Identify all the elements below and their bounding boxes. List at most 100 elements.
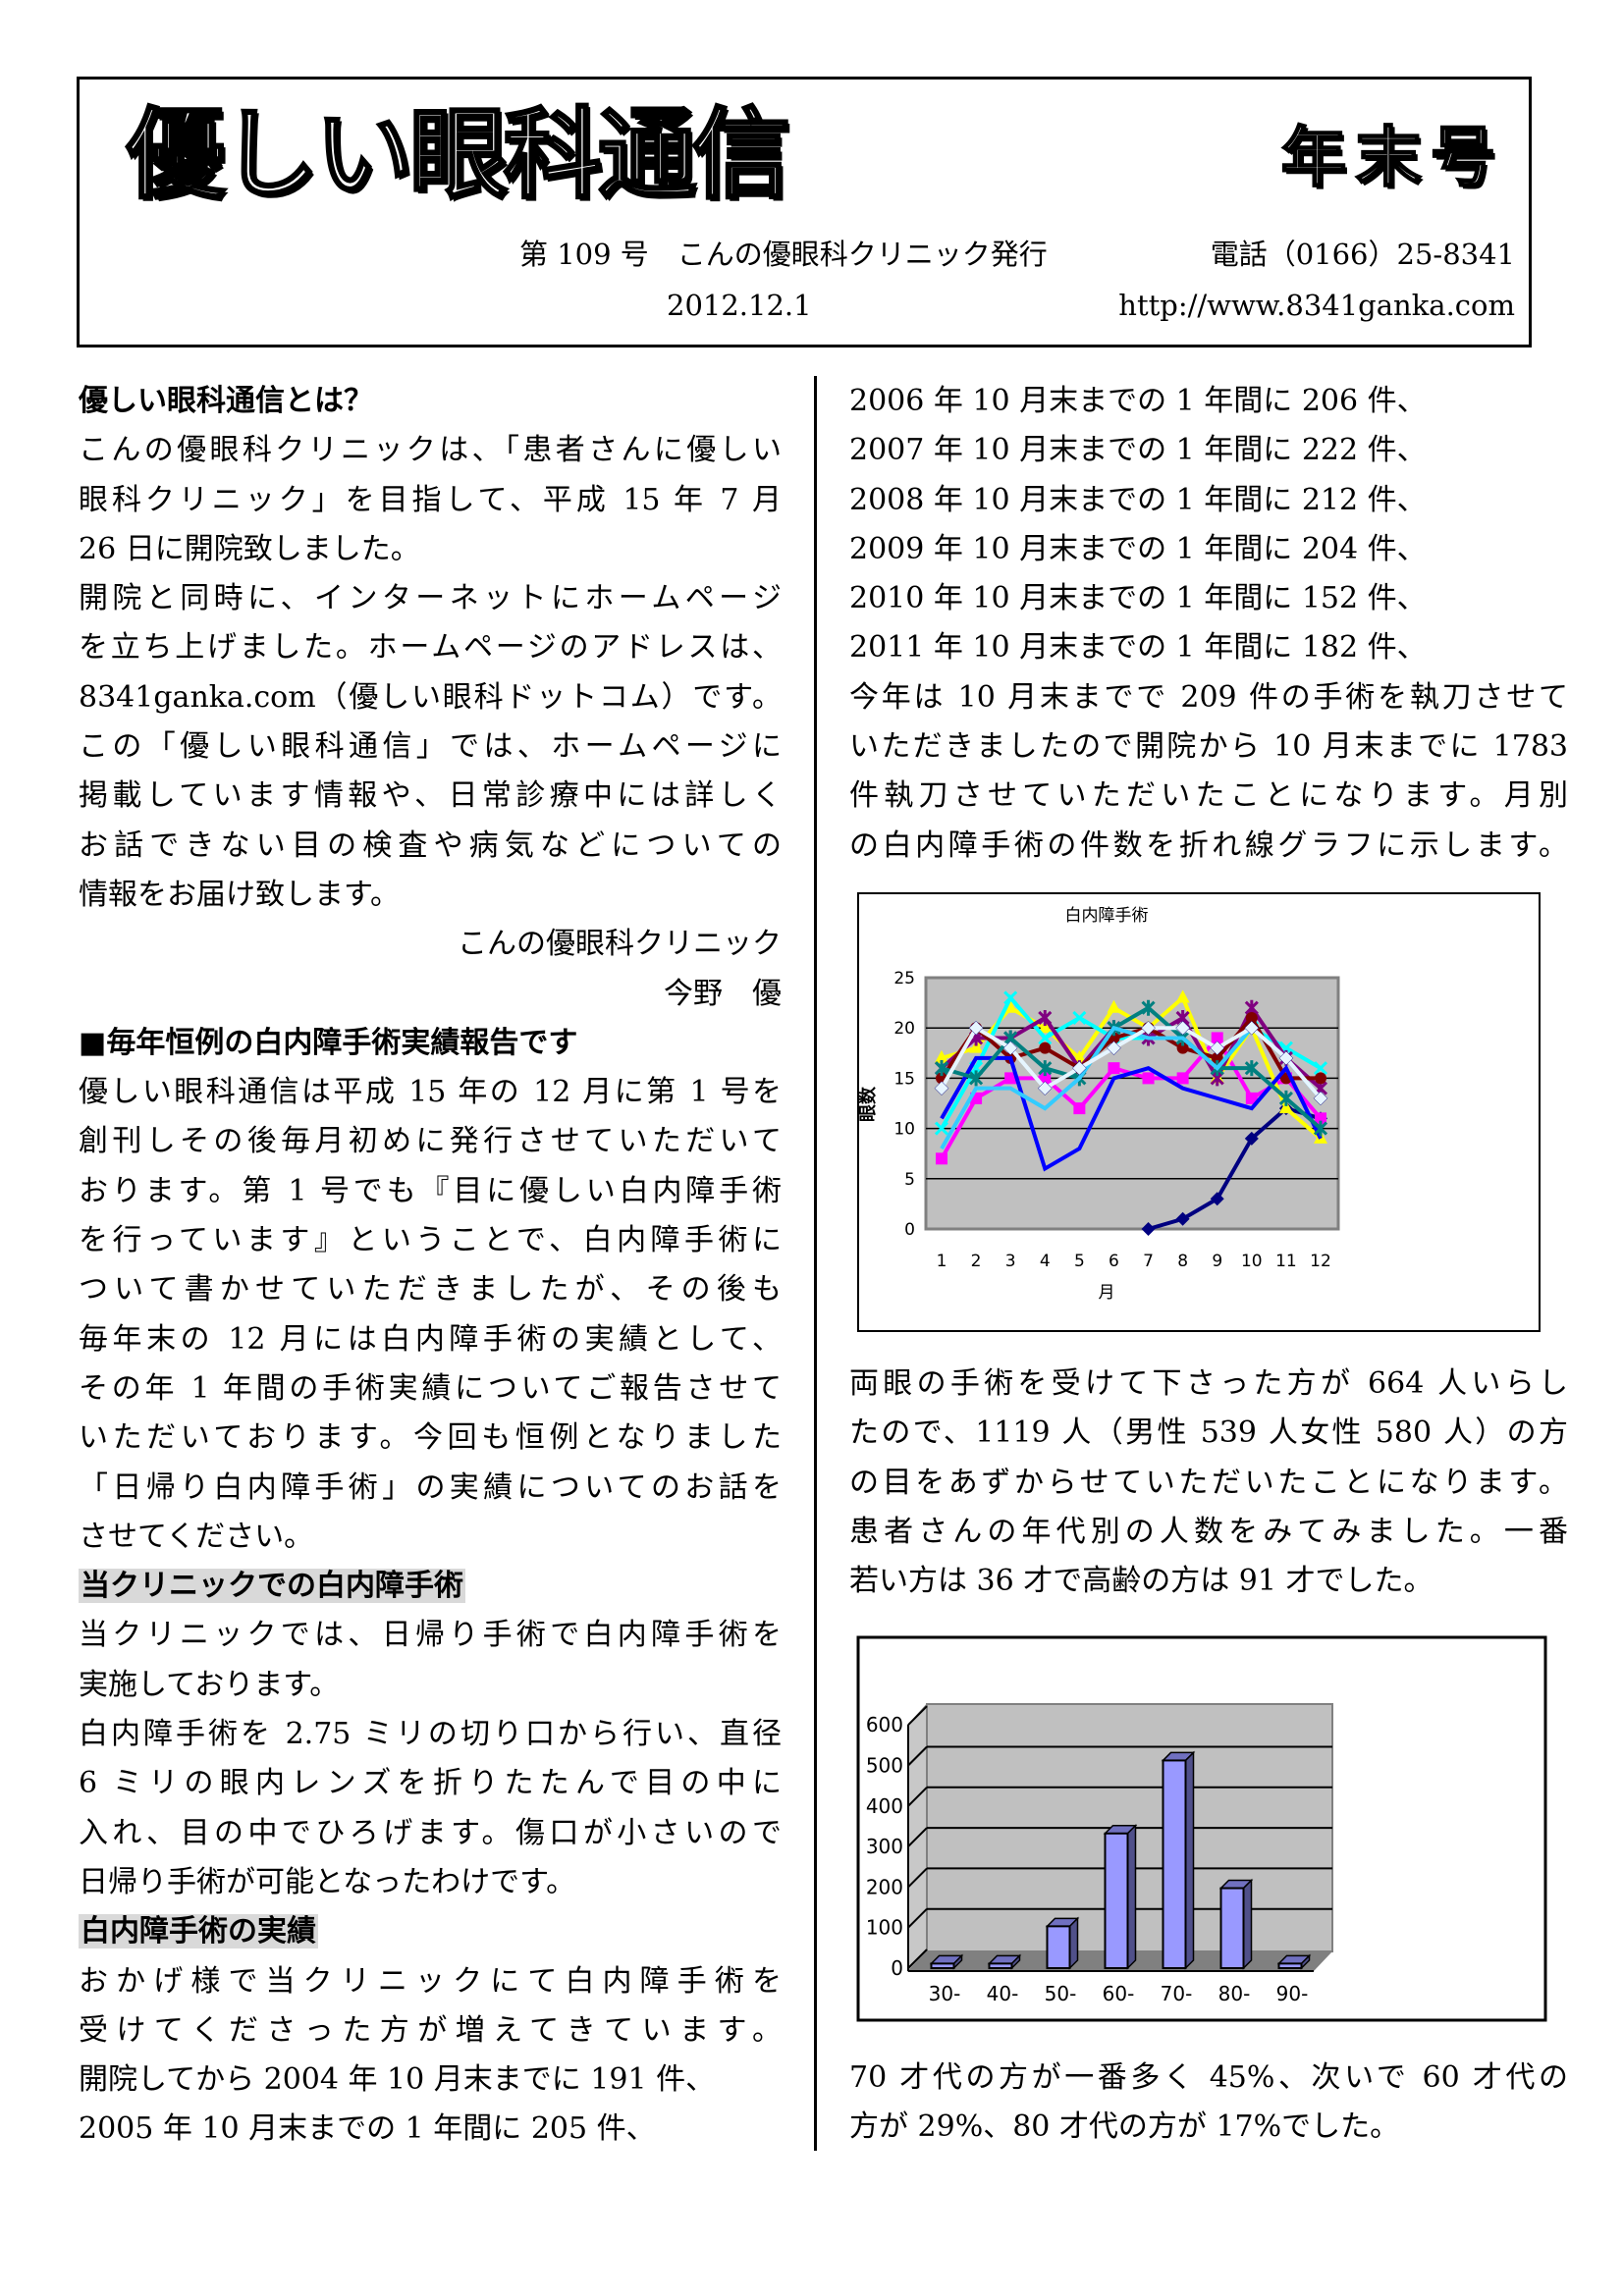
- data-point: [1313, 1091, 1328, 1106]
- text-line: お話できない目の検査や病気などについての: [79, 828, 782, 863]
- chart-title: 白内障手術: [1065, 906, 1149, 926]
- text-line: こんの優眼科クリニックは、「患者さんに優しい: [79, 433, 782, 468]
- x-tick-label: 40-: [987, 1982, 1019, 2005]
- y-tick-label: 10: [893, 1120, 915, 1140]
- text-line: 情報をお届け致します。: [79, 877, 400, 912]
- text-line: 「日帰り白内障手術」の実績についてのお話を: [79, 1469, 782, 1505]
- text-line: この「優しい眼科通信」では、ホームページに: [79, 729, 782, 765]
- x-tick-label: 80-: [1218, 1982, 1251, 2005]
- data-point: [1175, 989, 1190, 1003]
- data-point: [1245, 1011, 1258, 1024]
- issue-type: 年末号: [1280, 119, 1505, 197]
- data-point: [1244, 1020, 1260, 1036]
- text-line: 件執刀させていただいたことになります。月別: [849, 778, 1568, 814]
- data-point: [1210, 1192, 1224, 1206]
- bar-side: [1184, 1750, 1195, 1970]
- data-point: [934, 1060, 949, 1077]
- data-point: [1175, 1020, 1190, 1036]
- text-line: 2009 年 10 月末までの 1 年間に 204 件、: [849, 531, 1427, 566]
- x-tick-label: 60-: [1103, 1982, 1135, 2005]
- text-line: 両眼の手術を受けて下さった方が 664 人いらし: [849, 1366, 1568, 1401]
- text-line: 開院と同時に、インターネットにホームページ: [79, 581, 782, 616]
- data-point: [1211, 1032, 1223, 1044]
- section-heading: 白内障手術の実績: [79, 1914, 318, 1949]
- text-line: 70 才代の方が一番多く 45%、次いで 60 才代の: [849, 2060, 1568, 2095]
- y-tick-label: 25: [893, 969, 915, 988]
- data-point: [934, 1121, 949, 1136]
- data-point: [1176, 1041, 1189, 1054]
- data-point: [1004, 1072, 1017, 1085]
- data-point: [1244, 1060, 1259, 1077]
- x-tick-label: 90-: [1276, 1982, 1309, 2005]
- text-line: 開院してから 2004 年 10 月末までに 191 件、: [79, 2062, 716, 2098]
- data-point: [1003, 990, 1018, 1005]
- text-line: こんの優眼科クリニック: [458, 927, 782, 962]
- y-tick-label: 200: [866, 1875, 903, 1898]
- x-tick-label: 1: [937, 1252, 947, 1271]
- series-line: [1147, 1105, 1322, 1231]
- bar-side: [1126, 1823, 1137, 1970]
- data-point: [1141, 1020, 1156, 1036]
- text-line: 2008 年 10 月末までの 1 年間に 212 件、: [849, 482, 1427, 517]
- text-line: 当クリニックでの白内障手術: [79, 1562, 782, 1611]
- text-line: 今年は 10 月末までで 209 件の手術を執刀させて: [849, 679, 1568, 715]
- series-line: [940, 1055, 1323, 1172]
- y-tick-label: 600: [866, 1713, 903, 1736]
- data-point: [935, 1049, 948, 1063]
- text-line: の目をあずからせていただいたことになります。: [849, 1465, 1568, 1500]
- text-line: 当クリニックでは、日帰り手術で白内障手術を: [79, 1618, 782, 1653]
- data-point: [1278, 1050, 1294, 1066]
- data-point: [1278, 1100, 1293, 1114]
- issue-line: 第 109 号 こんの優眼科クリニック発行: [519, 238, 1048, 271]
- text-line: 8341ganka.com（優しい眼科ドットコム）です。: [79, 679, 782, 715]
- y-tick-label: 0: [891, 1956, 903, 1980]
- data-point: [1278, 1090, 1293, 1106]
- x-tick-label: 4: [1040, 1252, 1051, 1271]
- bar: [1162, 1759, 1187, 1970]
- x-tick-label: 10: [1241, 1252, 1263, 1271]
- y-tick-label: 400: [866, 1794, 903, 1818]
- right-column-1: 2006 年 10 月末までの 1 年間に 206 件、 2007 年 10 月末…: [849, 377, 1568, 871]
- y-tick: [907, 1907, 928, 1929]
- y-tick-label: 0: [904, 1220, 915, 1240]
- data-point: [1039, 1072, 1052, 1085]
- text-line: 優しい眼科通信とは？: [79, 384, 373, 418]
- masthead: 優しい眼科通信 年末号 第 109 号 こんの優眼科クリニック発行 電話（016…: [77, 77, 1532, 347]
- data-point: [969, 1040, 984, 1053]
- text-line: 2010 年 10 月末までの 1 年間に 152 件、: [849, 581, 1427, 616]
- data-point: [1313, 1061, 1328, 1076]
- data-point: [1072, 1010, 1087, 1026]
- y-axis-label: 眼数: [857, 1086, 879, 1122]
- data-point: [1211, 1051, 1223, 1064]
- data-point: [1038, 1060, 1053, 1077]
- text-line: たので、1119 人（男性 539 人女性 580 人）の方: [849, 1415, 1568, 1451]
- text-line: ついて書かせていただきましたが、その後も: [79, 1272, 782, 1308]
- data-point: [1002, 1041, 1018, 1056]
- text-line: おります。第 1 号でも『目に優しい白内障手術: [79, 1173, 782, 1208]
- x-tick-label: 70-: [1161, 1982, 1193, 2005]
- text-line: させてください。: [79, 1519, 314, 1554]
- text-line: 患者さんの年代別の人数をみてみました。一番: [849, 1514, 1568, 1549]
- data-point: [1176, 1072, 1189, 1085]
- y-tick-label: 20: [893, 1019, 915, 1039]
- x-tick-label: 5: [1074, 1252, 1085, 1271]
- data-point: [1175, 1211, 1190, 1226]
- text-line: 白内障手術の実績: [79, 1907, 782, 1956]
- x-tick-label: 12: [1310, 1252, 1331, 1271]
- website-url[interactable]: http://www.8341ganka.com: [1118, 289, 1515, 322]
- text-line: 6 ミリの眼内レンズを折りたたんで目の中に: [79, 1766, 782, 1801]
- newsletter-title: 優しい眼科通信: [126, 96, 792, 214]
- x-tick-label: 11: [1275, 1252, 1297, 1271]
- data-point: [1072, 1060, 1087, 1076]
- text-line: を行っています』ということで、白内障手術に: [79, 1223, 782, 1258]
- data-point: [1315, 1112, 1326, 1125]
- column-divider: [814, 376, 817, 2151]
- text-line: 毎年末の 12 月には白内障手術の実績として、: [79, 1321, 782, 1357]
- data-point: [1073, 1102, 1086, 1115]
- text-line: おかげ様で当クリニックにて白内障手術を: [79, 1963, 782, 1999]
- section-heading: 当クリニックでの白内障手術: [79, 1569, 465, 1604]
- text-line: 26 日に開院致しました。: [79, 531, 420, 566]
- data-point: [1038, 1020, 1053, 1034]
- text-line: その年 1 年間の手術実績についてご報告させて: [79, 1370, 782, 1406]
